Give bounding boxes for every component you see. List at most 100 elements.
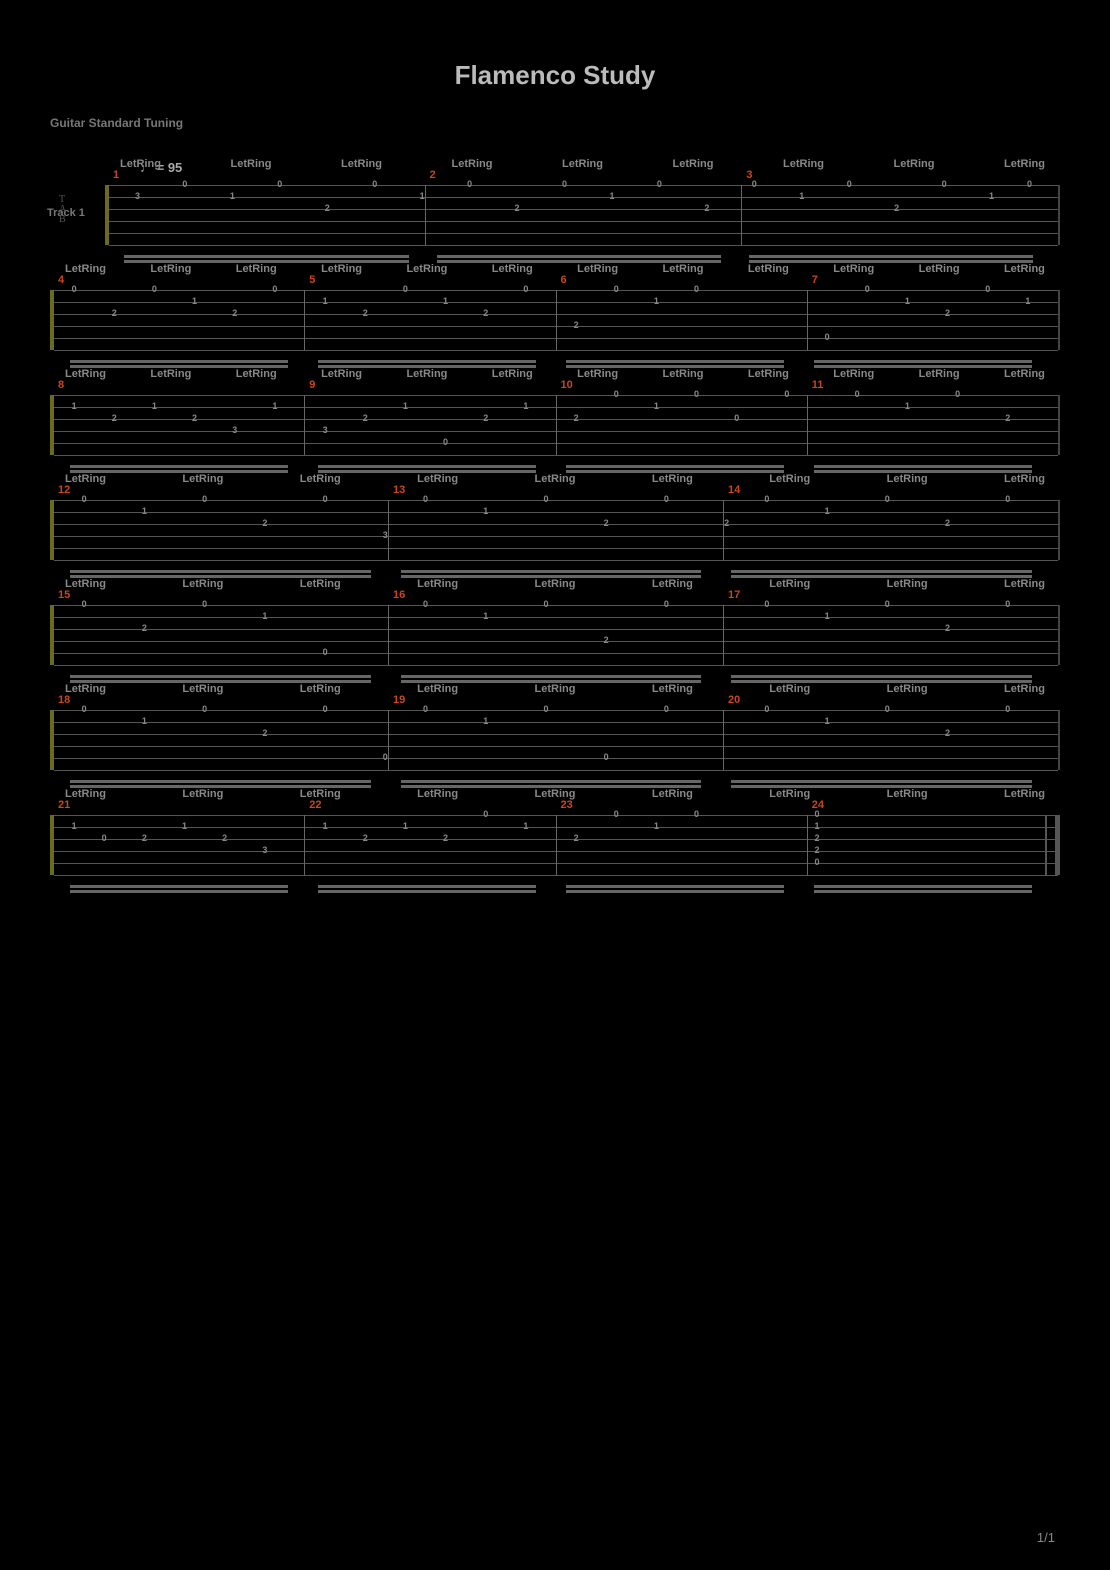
fret-number: 0 — [691, 389, 703, 399]
fret-number: 0 — [861, 284, 873, 294]
fret-number: 0 — [148, 284, 160, 294]
measure-number: 5 — [309, 274, 315, 286]
fret-number: 1 — [269, 401, 281, 411]
letring-marker: LetRing — [1004, 578, 1045, 590]
letring-marker: LetRing — [673, 158, 714, 170]
fret-number: 0 — [610, 809, 622, 819]
fret-number: 0 — [269, 284, 281, 294]
tuning-label: Guitar Standard Tuning — [50, 116, 1060, 130]
notes-layer: 020100102001020 — [54, 605, 1058, 665]
letring-row: LetRingLetRingLetRingLetRingLetRingLetRi… — [50, 368, 1060, 380]
letring-marker: LetRing — [321, 368, 362, 380]
fret-number: 0 — [98, 833, 110, 843]
tab-staff: 21222324102123121201201001220 — [50, 815, 1060, 875]
measure-number: 21 — [58, 799, 70, 811]
notes-layer: 30102010201020102010 — [109, 185, 1058, 245]
fret-number: 2 — [570, 833, 582, 843]
fret-number: 0 — [600, 752, 612, 762]
tab-system: LetRingLetRingLetRingLetRingLetRingLetRi… — [50, 290, 1060, 350]
fret-number: 0 — [199, 599, 211, 609]
fret-number: 1 — [399, 401, 411, 411]
tab-staff: 45670201201201202010001201 — [50, 290, 1060, 350]
tab-page: Flamenco Study Guitar Standard Tuning ♩ … — [0, 0, 1110, 1570]
fret-number: 0 — [811, 857, 823, 867]
fret-number: 1 — [480, 716, 492, 726]
fret-number: 2 — [359, 308, 371, 318]
letring-marker: LetRing — [321, 263, 362, 275]
letring-marker: LetRing — [783, 158, 824, 170]
fret-number: 0 — [881, 494, 893, 504]
fret-number: 2 — [480, 308, 492, 318]
measure-number: 23 — [561, 799, 573, 811]
fret-number: 1 — [821, 716, 833, 726]
fret-number: 0 — [520, 284, 532, 294]
fret-number: 2 — [321, 203, 333, 213]
tab-system: LetRingLetRingLetRingLetRingLetRingLetRi… — [50, 605, 1060, 665]
fret-number: 0 — [419, 494, 431, 504]
fret-number: 0 — [761, 494, 773, 504]
fret-number: 0 — [399, 284, 411, 294]
fret-number: 2 — [721, 518, 733, 528]
letring-marker: LetRing — [1004, 788, 1045, 800]
notes-layer: 102123121201201001220 — [54, 815, 1058, 875]
letring-marker: LetRing — [300, 578, 341, 590]
fret-number: 0 — [660, 704, 672, 714]
letring-marker: LetRing — [300, 683, 341, 695]
notes-layer: 0201201201202010001201 — [54, 290, 1058, 350]
letring-marker: LetRing — [535, 473, 576, 485]
fret-number: 0 — [982, 284, 994, 294]
song-title: Flamenco Study — [50, 60, 1060, 91]
measure-number: 17 — [728, 589, 740, 601]
letring-marker: LetRing — [535, 578, 576, 590]
tab-staff: Track 1TAB12330102010201020102010 — [105, 185, 1060, 245]
fret-number: 1 — [416, 191, 428, 201]
letring-marker: LetRing — [1004, 473, 1045, 485]
tab-system: LetRingLetRingLetRingLetRingLetRingLetRi… — [50, 395, 1060, 455]
letring-marker: LetRing — [1004, 683, 1045, 695]
letring-marker: LetRing — [65, 473, 106, 485]
letring-marker: LetRing — [65, 683, 106, 695]
fret-number: 2 — [138, 833, 150, 843]
measure-number: 11 — [812, 379, 824, 391]
fret-number: 1 — [179, 821, 191, 831]
fret-number: 2 — [138, 623, 150, 633]
fret-number: 3 — [229, 425, 241, 435]
fret-number: 0 — [559, 179, 571, 189]
fret-number: 0 — [1024, 179, 1036, 189]
fret-number: 0 — [1002, 599, 1014, 609]
fret-number: 1 — [138, 716, 150, 726]
letring-marker: LetRing — [887, 683, 928, 695]
fret-number: 1 — [189, 296, 201, 306]
letring-marker: LetRing — [769, 683, 810, 695]
fret-number: 0 — [419, 704, 431, 714]
fret-number: 1 — [901, 296, 913, 306]
beam-layer — [60, 885, 1052, 895]
fret-number: 3 — [131, 191, 143, 201]
letring-marker: LetRing — [236, 263, 277, 275]
fret-number: 0 — [319, 494, 331, 504]
letring-row: LetRingLetRingLetRingLetRingLetRingLetRi… — [50, 158, 1060, 170]
letring-marker: LetRing — [417, 788, 458, 800]
tab-clef: TAB — [59, 195, 66, 225]
fret-number: 0 — [881, 704, 893, 714]
page-number: 1/1 — [1037, 1530, 1055, 1545]
letring-marker: LetRing — [417, 683, 458, 695]
fret-number: 2 — [701, 203, 713, 213]
letring-row: LetRingLetRingLetRingLetRingLetRingLetRi… — [50, 263, 1060, 275]
letring-marker: LetRing — [452, 158, 493, 170]
fret-number: 2 — [259, 728, 271, 738]
measure-number: 1 — [113, 169, 119, 181]
fret-number: 2 — [600, 518, 612, 528]
letring-marker: LetRing — [919, 263, 960, 275]
letring-marker: LetRing — [492, 263, 533, 275]
fret-number: 2 — [942, 518, 954, 528]
tab-staff: 12131401020301020201020 — [50, 500, 1060, 560]
measure-number: 14 — [728, 484, 740, 496]
letring-row: LetRing LetRing LetRing LetRing LetRing LetRi… — [50, 683, 1060, 695]
fret-number: 0 — [731, 413, 743, 423]
fret-number: 0 — [1002, 494, 1014, 504]
letring-marker: LetRing — [150, 368, 191, 380]
letring-marker: LetRing — [663, 368, 704, 380]
fret-number: 0 — [480, 809, 492, 819]
fret-number: 2 — [108, 413, 120, 423]
